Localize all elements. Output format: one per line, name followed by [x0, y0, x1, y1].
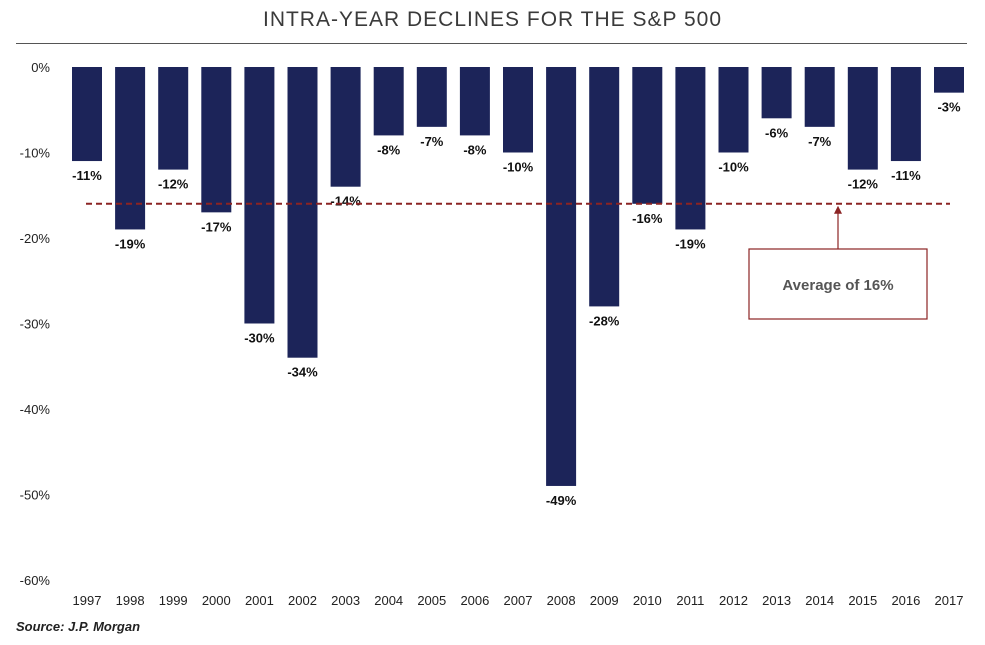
source-note: Source: J.P. Morgan [16, 619, 141, 634]
x-axis-ticks: 1997 1998 1999 2000 2001 2002 2003 2004 2005 2006… [73, 593, 964, 608]
bar-2010 [632, 67, 663, 204]
y-tick-label: -10% [20, 146, 51, 161]
chart-title: INTRA-YEAR DECLINES FOR THE S&P 500 [262, 8, 722, 31]
data-label: -11% [891, 168, 921, 183]
x-tick-label: 2005 [417, 593, 446, 608]
data-label: -6% [765, 125, 789, 140]
x-tick-label: 2016 [891, 593, 920, 608]
x-tick-label: 2008 [547, 593, 576, 608]
y-tick-label: -20% [20, 231, 51, 246]
x-tick-label: 1998 [116, 593, 145, 608]
annotation-box [748, 248, 928, 320]
bar-2002 [287, 67, 318, 358]
y-tick-label: -50% [20, 488, 51, 503]
x-tick-label: 2007 [504, 593, 533, 608]
bar-2011 [675, 67, 706, 230]
y-tick-label: 0% [31, 60, 50, 75]
bar-2013 [761, 67, 792, 119]
data-label: -7% [808, 134, 832, 149]
x-tick-label: 2015 [848, 593, 877, 608]
x-tick-label: 2000 [202, 593, 231, 608]
x-tick-label: 2009 [590, 593, 619, 608]
bar-chart: 0%-10%-20%-30%-40%-50%-60% -11%-19%-12%-… [20, 60, 964, 608]
data-label: -19% [675, 236, 706, 251]
x-tick-label: 1997 [73, 593, 102, 608]
data-label: -8% [463, 142, 487, 157]
annotation-arrowhead [834, 205, 842, 214]
x-tick-label: 2002 [288, 593, 317, 608]
bars [72, 67, 964, 486]
data-label: -8% [377, 142, 401, 157]
data-label: -49% [546, 493, 577, 508]
data-label: -16% [632, 211, 663, 226]
bar-2005 [416, 67, 447, 127]
bar-2012 [718, 67, 749, 153]
x-tick-label: 2014 [805, 593, 834, 608]
x-tick-label: 1999 [159, 593, 188, 608]
data-label: -12% [158, 177, 189, 192]
data-label: -10% [718, 160, 749, 175]
y-tick-label: -30% [20, 317, 51, 332]
data-label: -11% [72, 168, 102, 183]
x-tick-label: 2004 [374, 593, 403, 608]
data-labels: -11% -19% -12% -17% -30% -34% -14% -8% -7% -8% -10… [72, 100, 961, 508]
x-tick-label: 2013 [762, 593, 791, 608]
bar-1999 [158, 67, 189, 170]
bar-2009 [589, 67, 620, 307]
bar-2001 [244, 67, 275, 324]
bar-2017 [934, 67, 964, 93]
data-label: -17% [201, 219, 232, 234]
data-label: -19% [115, 236, 146, 251]
annotation-text: Average of 16% [782, 277, 893, 294]
x-tick-label: 2001 [245, 593, 274, 608]
bar-2006 [459, 67, 490, 136]
data-label: -10% [503, 160, 534, 175]
data-label: -30% [244, 331, 275, 346]
bar-2016 [890, 67, 921, 162]
title-divider [16, 43, 967, 44]
bar-2015 [847, 67, 878, 170]
y-tick-label: -60% [20, 573, 51, 588]
x-tick-label: 2012 [719, 593, 748, 608]
data-label: -34% [287, 365, 318, 380]
bar-2014 [804, 67, 835, 127]
data-label: -28% [589, 313, 620, 328]
data-label: -3% [937, 100, 961, 115]
data-label: -12% [848, 177, 879, 192]
bar-2000 [201, 67, 232, 213]
y-axis-ticks: 0% -10% -20% -30% -40% -50% -60% [20, 60, 51, 588]
x-tick-label: 2017 [935, 593, 964, 608]
x-tick-label: 2006 [460, 593, 489, 608]
bar-1998 [115, 67, 146, 230]
bar-2008 [546, 67, 577, 486]
data-label: -14% [330, 194, 361, 209]
data-label: -7% [420, 134, 444, 149]
x-tick-label: 2011 [676, 593, 704, 608]
x-tick-label: 2003 [331, 593, 360, 608]
bar-1997 [72, 67, 102, 162]
x-tick-label: 2010 [633, 593, 662, 608]
bar-2003 [330, 67, 361, 187]
y-tick-label: -40% [20, 402, 51, 417]
bar-2004 [373, 67, 404, 136]
bar-2007 [503, 67, 533, 153]
